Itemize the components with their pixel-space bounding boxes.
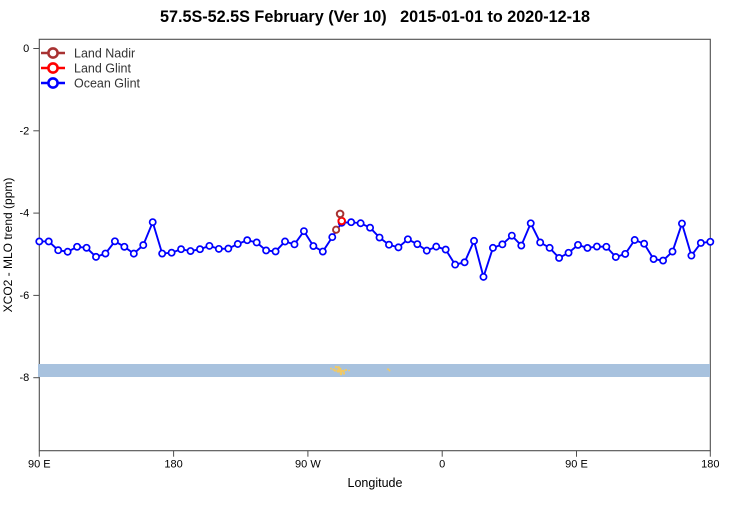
svg-text:-2: -2 (20, 125, 30, 137)
svg-text:-4: -4 (20, 208, 30, 220)
svg-text:90 E: 90 E (28, 459, 51, 471)
svg-text:180: 180 (701, 459, 719, 471)
svg-text:Land Glint: Land Glint (74, 62, 132, 76)
svg-text:57.5S-52.5S February (Ver 10): 57.5S-52.5S February (Ver 10) 2015-01-01… (160, 8, 590, 26)
svg-text:-6: -6 (20, 290, 30, 302)
svg-text:Ocean Glint: Ocean Glint (74, 77, 141, 91)
svg-text:0: 0 (439, 459, 445, 471)
svg-text:Longitude: Longitude (348, 476, 403, 490)
svg-text:180: 180 (164, 459, 182, 471)
svg-text:Land Nadir: Land Nadir (74, 47, 135, 61)
svg-text:XCO2 - MLO trend (ppm): XCO2 - MLO trend (ppm) (1, 178, 15, 313)
svg-text:90 E: 90 E (565, 459, 588, 471)
svg-text:-8: -8 (20, 372, 30, 384)
svg-text:0: 0 (23, 43, 29, 55)
svg-text:90 W: 90 W (295, 459, 321, 471)
